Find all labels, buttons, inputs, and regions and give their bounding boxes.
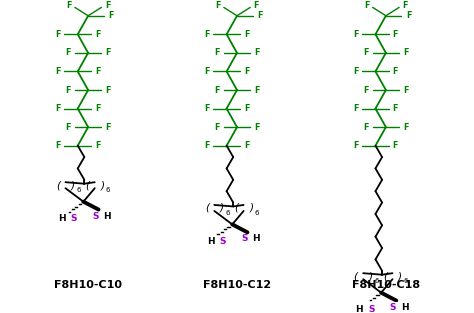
- Text: S: S: [241, 234, 247, 244]
- Text: S: S: [92, 212, 99, 221]
- Text: F: F: [215, 1, 220, 10]
- Text: ): ): [220, 203, 224, 213]
- Text: ): ): [71, 180, 75, 190]
- Text: F: F: [353, 67, 358, 76]
- Text: F: F: [244, 30, 249, 39]
- Text: F: F: [392, 141, 398, 150]
- Text: F: F: [105, 85, 110, 95]
- Text: F8H10-C18: F8H10-C18: [352, 280, 420, 290]
- Text: F: F: [214, 123, 220, 132]
- Text: F: F: [244, 67, 249, 76]
- Text: F: F: [254, 85, 260, 95]
- Text: F: F: [95, 104, 100, 113]
- Text: 6: 6: [403, 278, 408, 284]
- Text: F: F: [406, 11, 411, 20]
- Text: F: F: [214, 85, 220, 95]
- Text: F: F: [65, 49, 71, 57]
- Text: F: F: [353, 30, 358, 39]
- Text: F: F: [353, 141, 358, 150]
- Text: F: F: [55, 67, 61, 76]
- Text: (: (: [354, 271, 357, 281]
- Text: F: F: [95, 141, 100, 150]
- Text: ): ): [249, 203, 253, 213]
- Text: (: (: [234, 203, 238, 213]
- Text: (: (: [56, 180, 60, 190]
- Text: F: F: [364, 49, 369, 57]
- Text: 6: 6: [225, 210, 230, 216]
- Text: 6: 6: [76, 187, 81, 193]
- Text: F: F: [364, 123, 369, 132]
- Text: ): ): [398, 271, 402, 281]
- Text: 6: 6: [255, 210, 259, 216]
- Text: F: F: [204, 141, 210, 150]
- Text: F: F: [55, 141, 61, 150]
- Text: F: F: [403, 49, 409, 57]
- Text: (: (: [85, 180, 89, 190]
- Text: H: H: [103, 212, 111, 221]
- Text: ): ): [100, 180, 104, 190]
- Text: H: H: [401, 303, 409, 312]
- Text: F: F: [108, 11, 113, 20]
- Text: F: F: [402, 1, 408, 10]
- Text: F: F: [105, 123, 110, 132]
- Text: F: F: [55, 104, 61, 113]
- Text: F: F: [254, 1, 259, 10]
- Text: F: F: [364, 1, 369, 10]
- Text: F: F: [364, 85, 369, 95]
- Text: H: H: [252, 234, 260, 244]
- Text: F: F: [65, 123, 71, 132]
- Text: F: F: [55, 30, 61, 39]
- Text: F: F: [254, 123, 260, 132]
- Text: F: F: [95, 30, 100, 39]
- Text: F: F: [392, 104, 398, 113]
- Text: F: F: [403, 123, 409, 132]
- Text: 6: 6: [374, 278, 379, 284]
- Text: F: F: [244, 141, 249, 150]
- Text: F: F: [392, 67, 398, 76]
- Text: F: F: [105, 49, 110, 57]
- Text: F: F: [254, 49, 260, 57]
- Text: H: H: [207, 237, 214, 246]
- Text: S: S: [70, 214, 77, 223]
- Text: F: F: [244, 104, 249, 113]
- Text: ): ): [369, 271, 373, 281]
- Text: F: F: [403, 85, 409, 95]
- Text: (: (: [383, 271, 387, 281]
- Text: F: F: [95, 67, 100, 76]
- Text: F: F: [392, 30, 398, 39]
- Text: H: H: [356, 305, 363, 313]
- Text: F: F: [204, 67, 210, 76]
- Text: F8H10-C10: F8H10-C10: [54, 280, 122, 290]
- Text: H: H: [58, 214, 65, 223]
- Text: F: F: [214, 49, 220, 57]
- Text: S: S: [368, 305, 374, 313]
- Text: F: F: [353, 104, 358, 113]
- Text: F: F: [204, 104, 210, 113]
- Text: 6: 6: [106, 187, 110, 193]
- Text: S: S: [390, 303, 396, 312]
- Text: F: F: [66, 1, 72, 10]
- Text: (: (: [205, 203, 209, 213]
- Text: F: F: [65, 85, 71, 95]
- Text: S: S: [219, 237, 226, 246]
- Text: F: F: [257, 11, 263, 20]
- Text: F8H10-C12: F8H10-C12: [203, 280, 271, 290]
- Text: F: F: [105, 1, 110, 10]
- Text: F: F: [204, 30, 210, 39]
